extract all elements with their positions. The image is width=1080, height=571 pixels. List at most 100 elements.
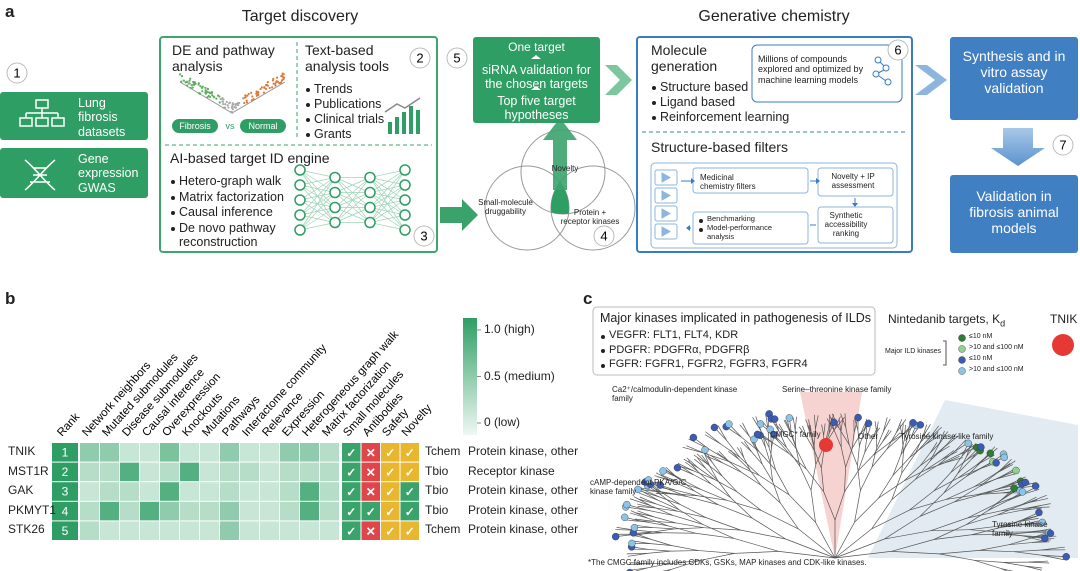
branch (967, 504, 995, 519)
volcano-dot (255, 90, 258, 93)
rank-cell (52, 443, 78, 462)
nn-node (294, 179, 306, 191)
result-text: Validation in fibrosis animal models (969, 188, 1059, 237)
branch (694, 490, 719, 506)
volcano-dot (208, 95, 212, 99)
branch (778, 423, 787, 436)
arrow (991, 128, 1045, 166)
branch (874, 421, 878, 434)
kinase-dot (634, 485, 642, 494)
note-text: Millions of compounds explored and optim… (758, 54, 864, 85)
branch (798, 528, 836, 559)
branch (784, 419, 792, 433)
tract-cell (342, 521, 361, 540)
branch (1041, 554, 1065, 561)
heat-cell (180, 462, 199, 482)
heat-cell (320, 501, 339, 521)
rank-cell (52, 462, 78, 482)
branch (1013, 551, 1042, 556)
branch (900, 438, 905, 456)
branch (994, 463, 1011, 475)
branch (930, 517, 968, 532)
trend-icon (384, 97, 421, 134)
heat-cell (200, 462, 219, 482)
branch (758, 451, 776, 471)
bullet-item: Matrix factorization (170, 190, 304, 204)
branch (959, 444, 976, 455)
chevron (605, 65, 632, 95)
branch (966, 464, 988, 477)
nn-node (399, 164, 411, 176)
rank: 2 (62, 465, 69, 479)
validation-box (473, 37, 600, 123)
branch (987, 500, 1009, 511)
heat-cell (180, 443, 199, 462)
branch (901, 453, 916, 474)
dataset-label: Lung fibrosis datasets (78, 96, 126, 139)
kinase-dot (1062, 553, 1070, 561)
branch (682, 446, 705, 454)
volcano-dot (218, 101, 221, 104)
branch (860, 466, 873, 491)
branch (779, 502, 799, 530)
step-circle (6, 62, 28, 84)
branch (1008, 537, 1032, 546)
branch (821, 449, 825, 469)
tdl-label: Tchem (425, 444, 461, 458)
branch (688, 460, 699, 472)
kinase-dot (1021, 478, 1029, 487)
branch (1008, 542, 1032, 546)
tnik-dot (819, 438, 833, 452)
nn-edge (369, 169, 406, 193)
heat-cell (260, 482, 279, 501)
branch (1031, 541, 1050, 543)
branch (950, 456, 963, 473)
heat-cell (240, 482, 259, 501)
branch (903, 469, 927, 482)
branch (786, 447, 801, 467)
gene-label: TNIK (8, 444, 36, 458)
volcano-dot (193, 81, 196, 84)
heat-cell (240, 501, 259, 521)
branch (775, 469, 790, 496)
branch (998, 460, 1016, 473)
branch (740, 529, 786, 540)
branch (697, 467, 715, 480)
branch (933, 524, 967, 540)
branch (633, 496, 651, 506)
branch (799, 465, 812, 491)
volcano-dot (281, 72, 284, 75)
branch (810, 424, 812, 437)
branch (930, 442, 938, 453)
nn-edge (334, 177, 371, 223)
branch (994, 494, 1020, 505)
bench-item: Benchmarking (698, 214, 755, 224)
branch (853, 419, 858, 433)
branch (698, 550, 735, 554)
branch (749, 469, 762, 486)
tract-mark: ✓ (385, 524, 395, 538)
bullet-item: De novo pathway reconstruction (170, 221, 304, 250)
branch (629, 562, 648, 565)
volcano-dot (237, 104, 240, 107)
step-circle (593, 225, 615, 247)
branch (630, 510, 648, 519)
branch (726, 440, 741, 458)
branch (697, 457, 706, 469)
volcano-dot (208, 91, 211, 94)
kinase-dot (916, 421, 925, 429)
bullet-item: Clinical trials (305, 112, 384, 126)
nn-node (329, 171, 341, 184)
tdl-label: Tbio (425, 463, 449, 478)
heat-cell (100, 482, 119, 501)
nn-node (294, 209, 306, 221)
branch (635, 518, 654, 522)
nn-node (399, 194, 411, 206)
branch (704, 452, 730, 463)
branch (1041, 546, 1065, 551)
tract-mark: ✓ (346, 485, 356, 499)
tract-mark: ✓ (405, 466, 415, 480)
tract-mark: ✓ (405, 524, 415, 538)
branch (1025, 536, 1044, 542)
volcano-dot (221, 100, 224, 103)
